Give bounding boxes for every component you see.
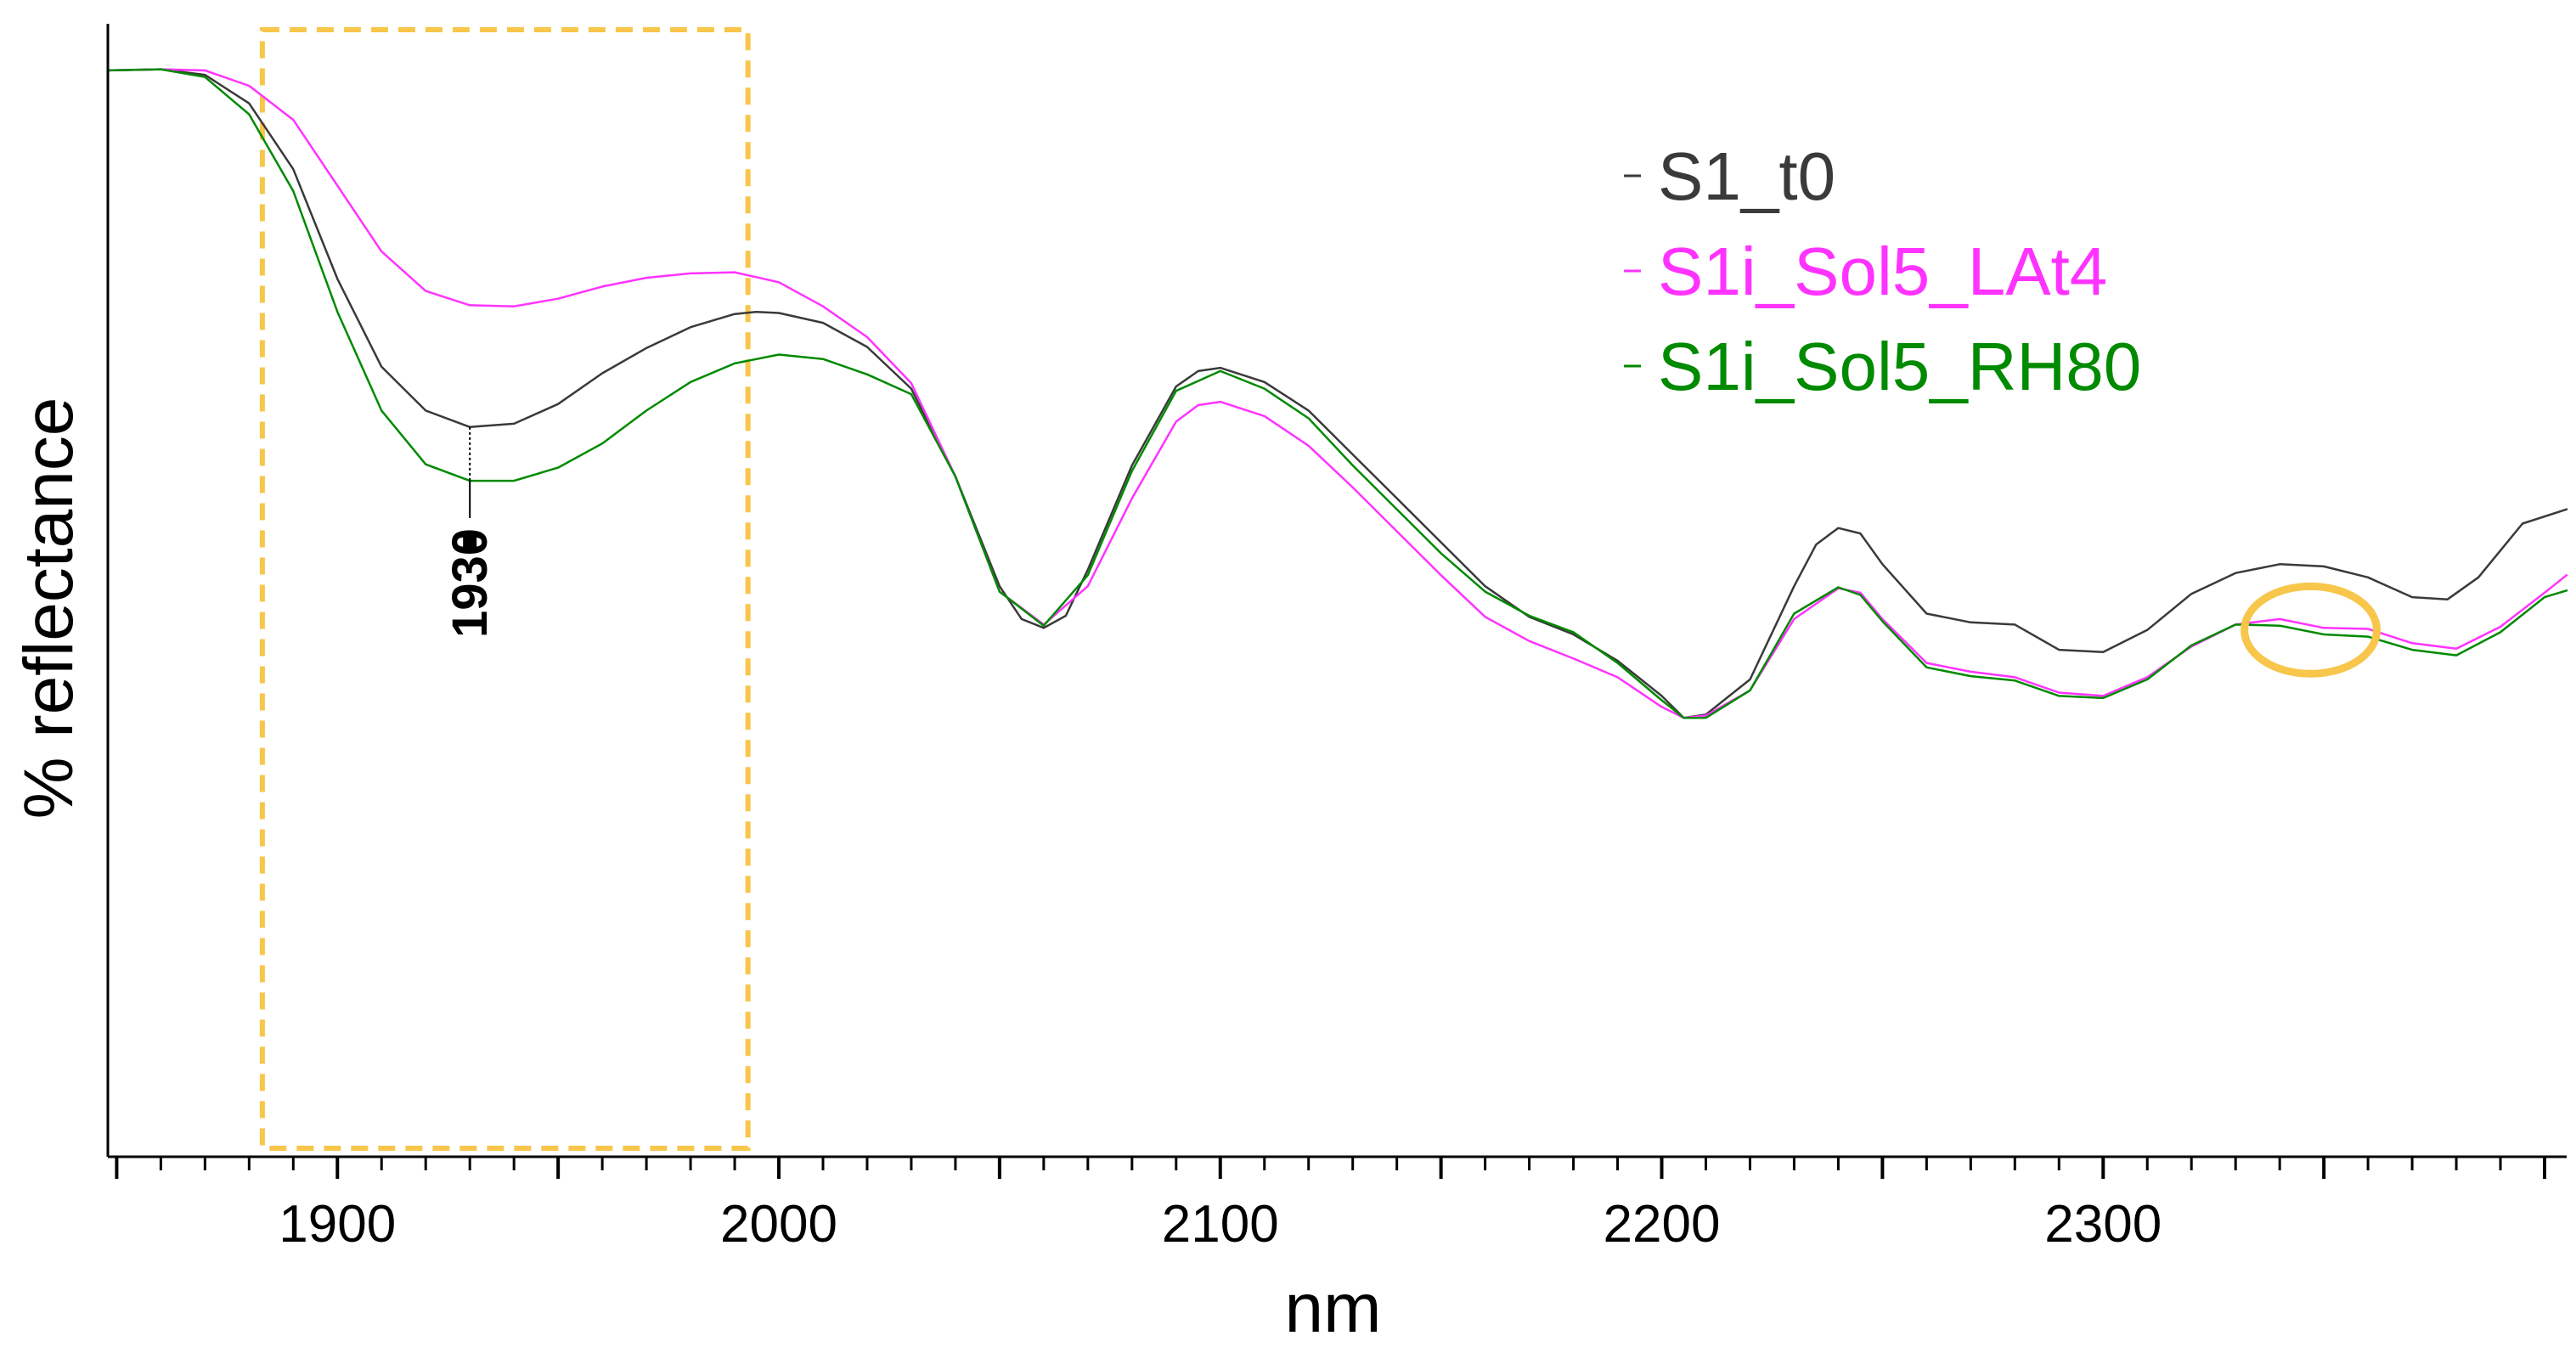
highlight-box [259, 27, 751, 1151]
x-tick-label: 2000 [720, 1195, 837, 1254]
legend-label: S1i_Sol5_RH80 [1658, 329, 2141, 404]
legend-label: S1i_Sol5_LAt4 [1658, 234, 2107, 309]
annotation-layer: 1930 [442, 426, 2382, 678]
highlight-ellipse [2241, 582, 2382, 678]
x-ticks: 1900 2000 2100 2200 2300 [115, 1157, 2547, 1254]
x-axis-title: nm [1285, 1270, 1382, 1347]
peak-label-marker [463, 535, 477, 547]
legend-label: S1_t0 [1658, 138, 1835, 214]
series-line-s1i-sol5-lat4 [106, 68, 2568, 719]
legend: S1_t0 S1i_Sol5_LAt4 S1i_Sol5_RH80 [1624, 138, 2141, 404]
series-layer [106, 68, 2568, 719]
x-tick-label: 2200 [1604, 1195, 1721, 1254]
x-tick-label: 2100 [1162, 1195, 1279, 1254]
series-line-s1i-sol5-rh80 [106, 68, 2568, 719]
axes-layer: 1900 2000 2100 2200 2300 [106, 24, 2567, 1254]
highlight-layer [259, 27, 751, 1151]
x-tick-label: 2300 [2044, 1195, 2162, 1254]
series-line-s1-t0 [106, 68, 2568, 719]
x-tick-label: 1900 [279, 1195, 396, 1254]
y-axis-title: % reflectance [10, 397, 87, 820]
